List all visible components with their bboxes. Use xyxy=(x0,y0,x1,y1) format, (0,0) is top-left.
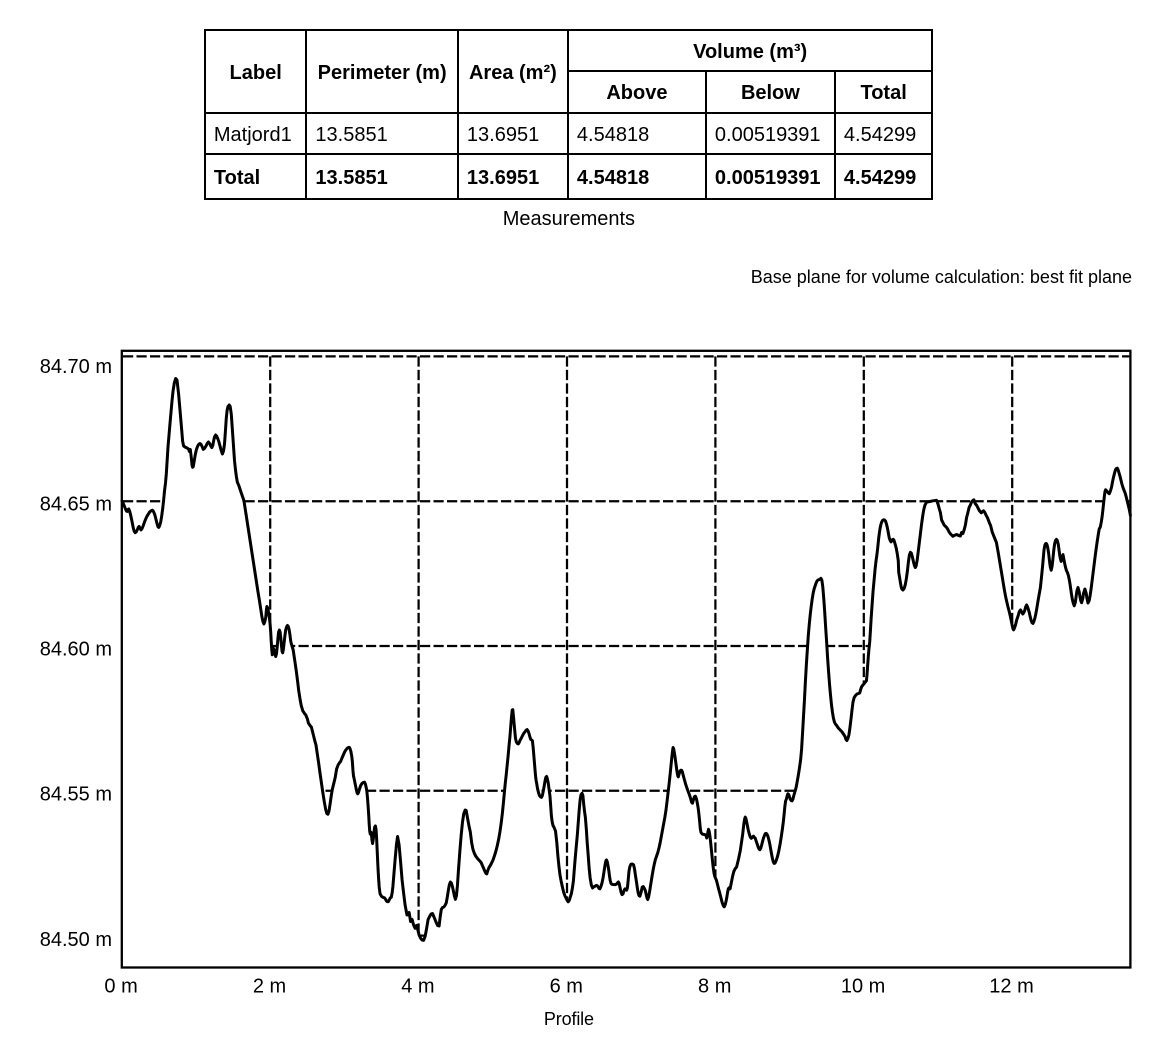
svg-text:12 m: 12 m xyxy=(989,975,1033,997)
svg-text:84.50 m: 84.50 m xyxy=(40,929,112,951)
svg-text:84.65 m: 84.65 m xyxy=(40,494,112,516)
svg-text:84.55 m: 84.55 m xyxy=(40,783,112,805)
svg-text:0 m: 0 m xyxy=(104,975,137,997)
svg-text:6 m: 6 m xyxy=(550,975,583,997)
svg-text:84.60 m: 84.60 m xyxy=(40,639,112,661)
svg-text:4 m: 4 m xyxy=(401,975,434,997)
svg-text:2 m: 2 m xyxy=(253,975,286,997)
svg-text:84.70 m: 84.70 m xyxy=(40,356,112,378)
svg-text:10 m: 10 m xyxy=(841,975,885,997)
svg-text:Profile: Profile xyxy=(544,1009,594,1029)
svg-text:8 m: 8 m xyxy=(698,975,731,997)
